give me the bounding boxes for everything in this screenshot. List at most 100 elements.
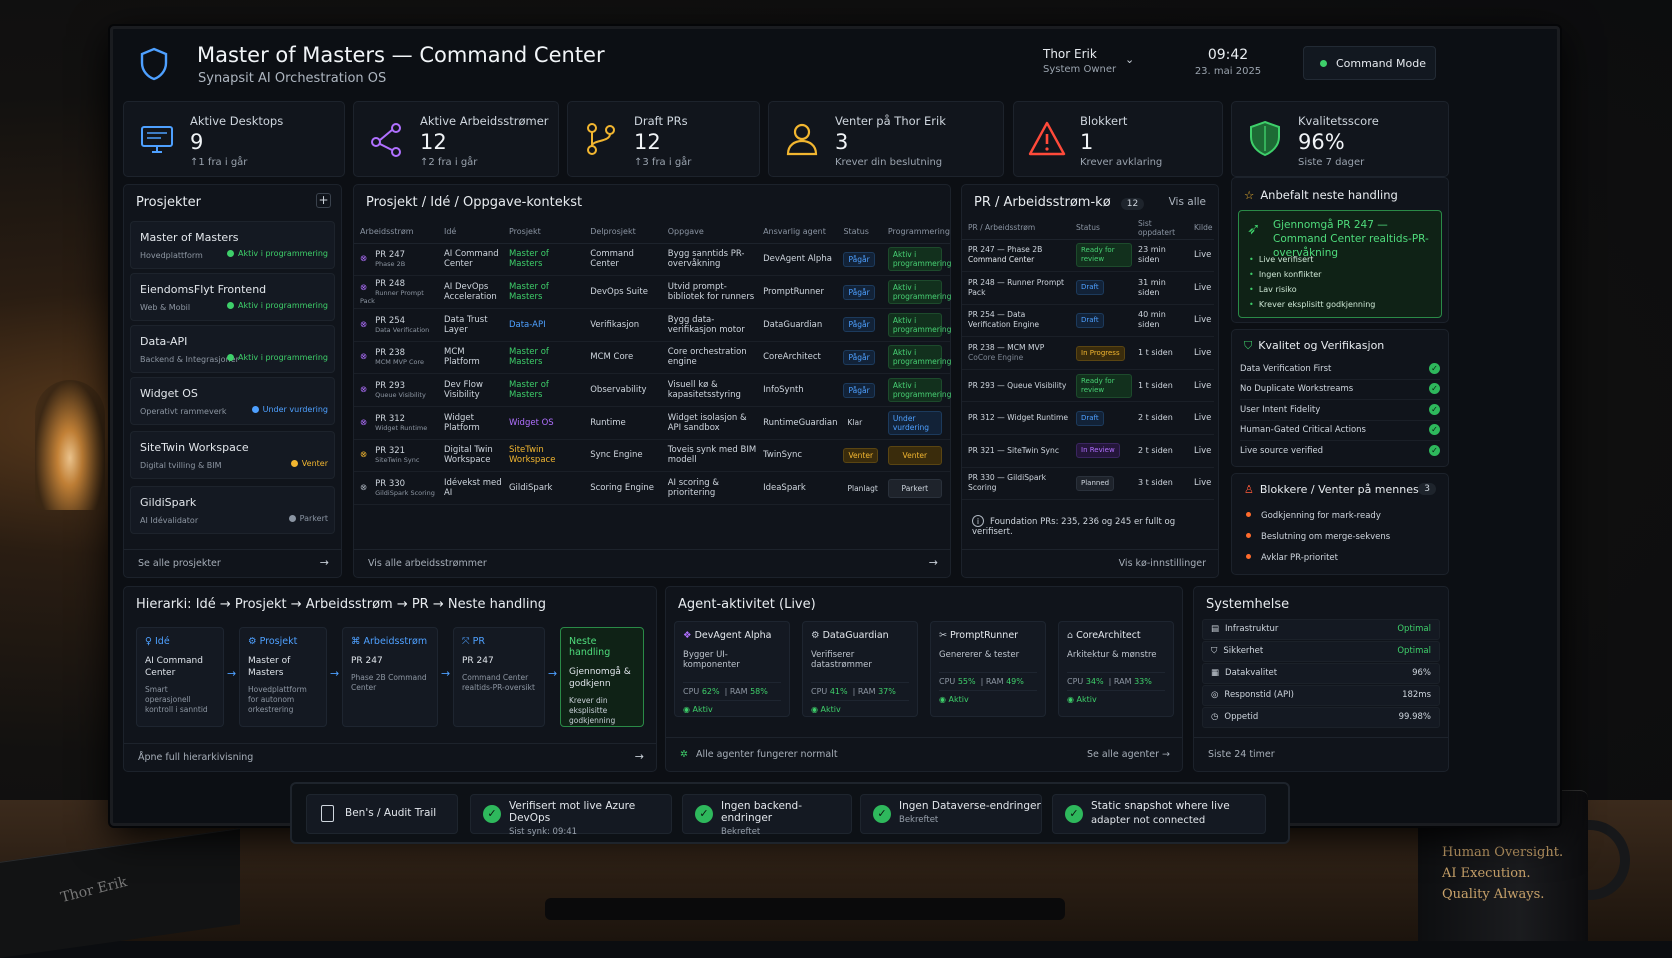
table-row[interactable]: ⊗ PR 247 Phase 2B AI Command Center Master o… — [354, 243, 951, 277]
cell-subproject: MCM Core — [584, 341, 662, 375]
table-row[interactable]: ⊗ PR 238 MCM MVP Core MCM Platform Master of… — [354, 341, 951, 375]
queue-row[interactable]: PR 312 — Widget Runtime Draft 2 t siden Liv… — [962, 401, 1214, 436]
cell-project[interactable]: Master of Masters — [502, 243, 585, 277]
agent-metrics: CPU 41% | RAM 37% — [811, 682, 909, 701]
queue-row[interactable]: PR 293 — Queue Visibility Ready for revie… — [962, 369, 1214, 403]
command-mode-button[interactable]: Command Mode — [1303, 46, 1436, 80]
hierarchy-node-workstream[interactable]: ⌘ Arbeidsstrøm PR 247 Phase 2B Command Cen… — [342, 627, 438, 727]
project-card[interactable]: Data-API Backend & Integrasjoner Aktiv i p… — [130, 325, 335, 373]
project-status: Parkert — [288, 514, 328, 523]
hierarchy-node-desc: Smart operasjonell kontroll i sanntid — [145, 685, 208, 714]
table-row[interactable]: ⊗ PR 293 Queue Visibility Dev Flow Visibili… — [354, 373, 951, 407]
blocker-text: Avklar PR-prioritet — [1261, 553, 1338, 563]
cell-project[interactable]: Master of Masters — [502, 341, 585, 375]
cell-subproject: Observability — [584, 373, 662, 407]
hierarchy-node-label: PR — [472, 636, 485, 647]
queue-row[interactable]: PR 321 — SiteTwin Sync In Review 2 t siden… — [962, 434, 1214, 468]
recommended-action-card[interactable]: ➶ Gjennomgå PR 247 — Command Center real… — [1238, 210, 1442, 318]
agents-ok-icon: ✲ — [680, 749, 688, 760]
see-all-projects-link[interactable]: Se alle prosjekter → — [124, 549, 341, 577]
agent-icon: ❖ — [683, 630, 692, 641]
kpi-sub: ↑3 fra i går — [634, 157, 692, 168]
hierarchy-node-pr[interactable]: ⤧ PR PR 247 Command Center realtids-PR-ove… — [453, 627, 545, 727]
agents-title: Agent-aktivitet (Live) — [678, 597, 816, 612]
audit-trail-button[interactable]: Ben's / Audit Trail — [306, 794, 458, 834]
agent-card[interactable]: ⚙ DataGuardian Verifiserer datastrømmer CP… — [802, 621, 918, 717]
queue-row[interactable]: PR 254 — Data Verification Engine Draft 40… — [962, 304, 1214, 338]
cell-project[interactable]: Widget OS — [502, 406, 585, 440]
project-card[interactable]: Widget OS Operativt rammeverk Under vurder… — [130, 377, 335, 425]
project-card[interactable]: GildiSpark AI Idévalidator Parkert — [130, 486, 335, 534]
project-card[interactable]: SiteTwin Workspace Digital tvilling & BIM… — [130, 431, 335, 479]
kpi-waiting-on-user[interactable]: Venter på Thor Erik 3 Krever din beslutn… — [768, 101, 1004, 177]
table-row[interactable]: ⊗ PR 248 Runner Prompt Pack AI DevOps Accel… — [354, 275, 951, 309]
kpi-active-workstreams[interactable]: Aktive Arbeidsstrømer 12 ↑2 fra i går — [353, 101, 559, 177]
blocker-item[interactable]: Godkjenning for mark-ready — [1246, 511, 1381, 521]
workstreams-panel: Prosjekt / Idé / Oppgave-kontekst Arbeid… — [353, 184, 951, 578]
hierarchy-node-head: ⤧ PR — [462, 636, 536, 647]
cell-project[interactable]: SiteTwin Workspace — [502, 439, 585, 473]
agent-card[interactable]: ✂ PromptRunner Genererer & tester CPU 55% … — [930, 621, 1046, 717]
mug-line: AI Execution. — [1442, 866, 1531, 881]
column-header: Ansvarlig agent — [757, 221, 838, 244]
blocker-item[interactable]: Avklar PR-prioritet — [1246, 553, 1338, 563]
cell-agent: RuntimeGuardian — [757, 406, 838, 440]
user-menu[interactable]: Thor Erik System Owner ⌄ — [1043, 47, 1153, 83]
queue-row[interactable]: PR 247 — Phase 2B Command Center Ready for… — [962, 239, 1214, 273]
agent-cpu: 62% — [701, 687, 720, 696]
blocker-item[interactable]: Beslutning om merge-sekvens — [1246, 532, 1390, 542]
see-all-agents-link[interactable]: Se alle agenter → — [1087, 749, 1170, 760]
queue-row[interactable]: PR 330 — GildiSpark Scoring Planned 3 t si… — [962, 467, 1214, 501]
queue-table: PR / Arbeidsstrøm Status Sist oppdatert … — [962, 217, 1214, 501]
queue-row[interactable]: PR 248 — Runner Prompt Pack Draft 31 min s… — [962, 271, 1214, 305]
column-header: Status — [837, 221, 882, 244]
see-all-workstreams-link[interactable]: Vis alle arbeidsstrømmer → — [354, 549, 950, 577]
agent-card[interactable]: ⌂ CoreArchitect Arkitektur & mønstre CPU 3… — [1058, 621, 1174, 717]
cell-status: Draft — [1070, 304, 1132, 338]
warning-icon — [1028, 121, 1066, 156]
open-hierarchy-link[interactable]: Åpne full hierarkivisning → — [124, 743, 656, 771]
table-row[interactable]: ⊗ PR 330 GildiSpark Scoring Idévekst med AI… — [354, 471, 950, 505]
table-row[interactable]: ⊗ PR 312 Widget Runtime Widget Platform Widg… — [354, 406, 950, 440]
recommended-panel: ☆ Anbefalt neste handling ➶ Gjennomgå PR … — [1231, 177, 1449, 323]
cell-project[interactable]: Data-API — [502, 308, 585, 342]
cell-project[interactable]: Master of Masters — [502, 275, 585, 309]
add-project-button[interactable]: + — [316, 193, 331, 208]
hierarchy-node-next-action[interactable]: Neste handling Gjennomgå & godkjenn Krever… — [560, 627, 644, 727]
status-item: ✓ Ingen backend-endringer Bekreftet — [682, 794, 852, 837]
project-card[interactable]: Master of Masters Hovedplattform Aktiv i p… — [130, 221, 335, 269]
queue-body: PR 247 — Phase 2B Command Center Ready for… — [962, 239, 1214, 501]
agent-card[interactable]: ❖ DevAgent Alpha Bygger UI-komponenter CPU… — [674, 621, 790, 717]
project-card[interactable]: EiendomsFlyt Frontend Web & Mobil Aktiv i … — [130, 273, 335, 321]
queue-settings-link[interactable]: Vis kø-innstillinger — [962, 549, 1218, 577]
cell-pr: PR 330 — GildiSpark Scoring — [962, 467, 1070, 501]
cell-project[interactable]: Master of Masters — [502, 373, 585, 407]
cell-source: Live — [1188, 434, 1214, 468]
pr-id: PR 254 — [375, 315, 406, 326]
hierarchy-node-desc: Hovedplattform for autonom orkestrering — [248, 685, 307, 714]
cell-idea: AI Command Center — [437, 243, 503, 277]
kpi-draft-prs[interactable]: Draft PRs 12 ↑3 fra i går — [567, 101, 760, 177]
hierarchy-node-idea[interactable]: ♀ Idé AI Command Center Smart operasjonell… — [136, 627, 224, 727]
kpi-sub: Krever avklaring — [1080, 157, 1163, 168]
queue-row[interactable]: PR 238 — MCM MVP CoCore Engine In Progress… — [962, 336, 1214, 370]
table-row[interactable]: ⊗ PR 321 SiteTwin Sync Digital Twin Workspa… — [354, 439, 950, 473]
agent-ram: 58% — [750, 687, 768, 696]
kpi-quality-score[interactable]: Kvalitetsscore 96% Siste 7 dager — [1231, 101, 1449, 177]
health-label: Datakvalitet — [1225, 668, 1278, 678]
kpi-active-desktops[interactable]: Aktive Desktops 9 ↑1 fra i går — [123, 101, 345, 177]
status-badge: Planlagt — [847, 483, 878, 493]
bullet-dot — [1246, 533, 1251, 538]
health-footer: Siste 24 timer — [1194, 737, 1448, 771]
bullet-dot — [1246, 554, 1251, 559]
queue-view-all-link[interactable]: Vis alle — [1168, 196, 1206, 208]
status-item: ✓ Static snapshot where live adapter not c… — [1052, 794, 1266, 834]
project-sub: Web & Mobil — [140, 303, 191, 312]
health-footer-text: Siste 24 timer — [1208, 749, 1275, 760]
column-header: Idé — [437, 221, 503, 244]
cell-project[interactable]: GildiSpark — [502, 471, 585, 505]
kpi-blocked[interactable]: Blokkert 1 Krever avklaring — [1013, 101, 1223, 177]
table-row[interactable]: ⊗ PR 254 Data Verification Data Trust Layer… — [354, 308, 951, 342]
hierarchy-node-project[interactable]: ⚙ Prosjekt Master of Masters Hovedplattfor… — [239, 627, 327, 727]
shield-logo-icon — [140, 47, 168, 81]
